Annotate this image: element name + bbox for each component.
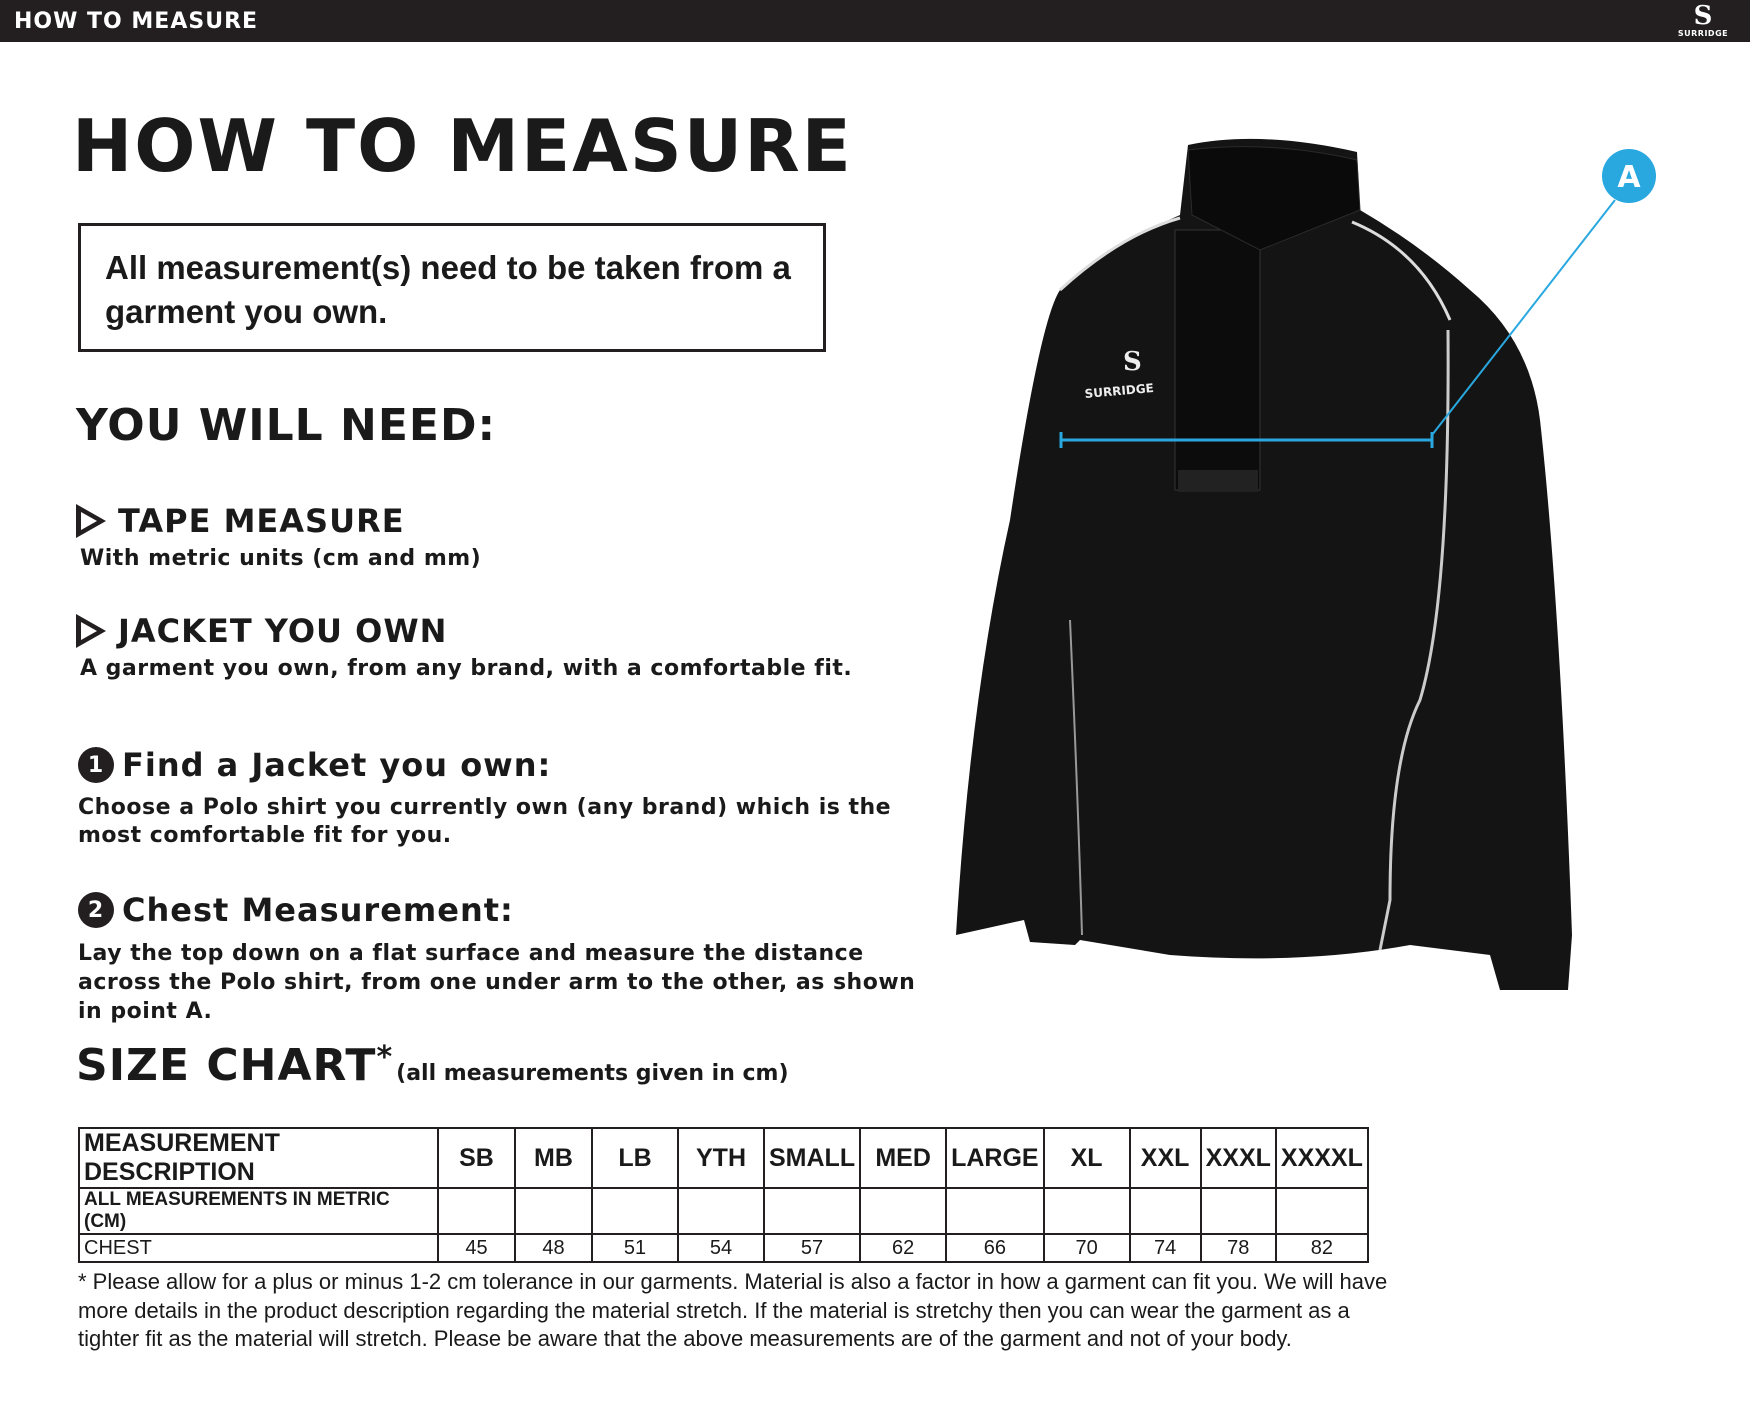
point-a-marker xyxy=(1602,149,1656,203)
table-cell: 78 xyxy=(1199,1233,1277,1263)
table-cell: 54 xyxy=(677,1233,765,1263)
jacket-logo-text: SURRIDGE xyxy=(1084,381,1154,401)
step-1: 1 Find a Jacket you own: Choose a Polo sh… xyxy=(78,746,918,850)
row-label: CHEST xyxy=(78,1233,439,1263)
table-cell: 66 xyxy=(945,1233,1045,1263)
header-cell: XXL xyxy=(1128,1127,1202,1189)
table-cell: 45 xyxy=(437,1233,516,1263)
need-item-desc: A garment you own, from any brand, with … xyxy=(80,656,853,681)
size-chart-note: (all measurements given in cm) xyxy=(396,1061,789,1086)
table-cell xyxy=(514,1187,593,1235)
header-cell: MEASUREMENT DESCRIPTION xyxy=(78,1127,439,1189)
header-cell: LARGE xyxy=(945,1127,1045,1189)
table-cell xyxy=(591,1187,679,1235)
table-cell: 74 xyxy=(1128,1233,1202,1263)
need-item-title: TAPE MEASURE xyxy=(118,502,405,540)
top-bar: HOW TO MEASURE S SURRIDGE xyxy=(0,0,1750,42)
header-cell: SMALL xyxy=(762,1127,862,1189)
table-cell: 82 xyxy=(1274,1233,1369,1263)
pointer-line xyxy=(1431,199,1616,436)
size-chart-heading: SIZE CHART * (all measurements given in … xyxy=(76,1040,789,1091)
table-row: ALL MEASUREMENTS IN METRIC (CM) xyxy=(78,1187,1369,1235)
header-cell: XXXL xyxy=(1199,1127,1277,1189)
need-item-jacket: JACKET YOU OWN A garment you own, from a… xyxy=(76,612,852,683)
asterisk: * xyxy=(376,1040,393,1075)
need-item-tape: TAPE MEASURE With metric units (cm and m… xyxy=(76,502,481,573)
play-triangle-icon xyxy=(76,504,106,538)
header-cell: LB xyxy=(591,1127,679,1189)
header-cell: MB xyxy=(514,1127,593,1189)
table-cell xyxy=(677,1187,765,1235)
you-will-need-heading: YOU WILL NEED: xyxy=(76,400,497,451)
table-cell xyxy=(1128,1187,1202,1235)
step-title: Find a Jacket you own: xyxy=(122,746,552,784)
need-item-desc: With metric units (cm and mm) xyxy=(80,546,482,571)
step-desc: Lay the top down on a flat surface and m… xyxy=(78,941,916,1024)
notice-box: All measurement(s) need to be taken from… xyxy=(78,223,826,352)
table-header-row: MEASUREMENT DESCRIPTION SB MB LB YTH SMA… xyxy=(78,1127,1369,1189)
jacket-body xyxy=(956,138,1572,990)
step-number-badge: 2 xyxy=(78,892,114,928)
step-desc: Choose a Polo shirt you currently own (a… xyxy=(78,795,892,848)
play-triangle-icon xyxy=(76,614,106,648)
step-title: Chest Measurement: xyxy=(122,891,514,929)
header-cell: MED xyxy=(859,1127,948,1189)
table-cell xyxy=(859,1187,948,1235)
jacket-logo-s: S xyxy=(1123,347,1142,377)
table-cell xyxy=(1199,1187,1277,1235)
table-cell xyxy=(762,1187,862,1235)
table-cell: 48 xyxy=(514,1233,593,1263)
step-number-badge: 1 xyxy=(78,747,114,783)
table-cell xyxy=(1042,1187,1131,1235)
table-cell: 57 xyxy=(762,1233,862,1263)
size-chart-title: SIZE CHART xyxy=(76,1040,377,1091)
table-cell: 51 xyxy=(591,1233,679,1263)
header-cell: XL xyxy=(1042,1127,1131,1189)
surridge-logo: S SURRIDGE xyxy=(1677,1,1729,38)
top-bar-title: HOW TO MEASURE xyxy=(14,9,259,34)
point-a-label: A xyxy=(1617,160,1641,195)
row-label: ALL MEASUREMENTS IN METRIC (CM) xyxy=(78,1187,439,1235)
header-cell: YTH xyxy=(677,1127,765,1189)
table-cell xyxy=(945,1187,1045,1235)
header-cell: SB xyxy=(437,1127,516,1189)
page-title: HOW TO MEASURE xyxy=(72,104,853,188)
table-cell: 70 xyxy=(1042,1233,1131,1263)
table-cell: 62 xyxy=(859,1233,948,1263)
step-2: 2 Chest Measurement: Lay the top down on … xyxy=(78,891,918,1026)
header-cell: XXXXL xyxy=(1274,1127,1369,1189)
footnote: * Please allow for a plus or minus 1-2 c… xyxy=(78,1269,1388,1351)
table-cell xyxy=(437,1187,516,1235)
table-row: CHEST 45 48 51 54 57 62 66 70 74 78 82 xyxy=(78,1233,1369,1263)
size-chart-table: MEASUREMENT DESCRIPTION SB MB LB YTH SMA… xyxy=(78,1127,1369,1263)
table-cell xyxy=(1274,1187,1369,1235)
need-item-title: JACKET YOU OWN xyxy=(118,612,448,650)
